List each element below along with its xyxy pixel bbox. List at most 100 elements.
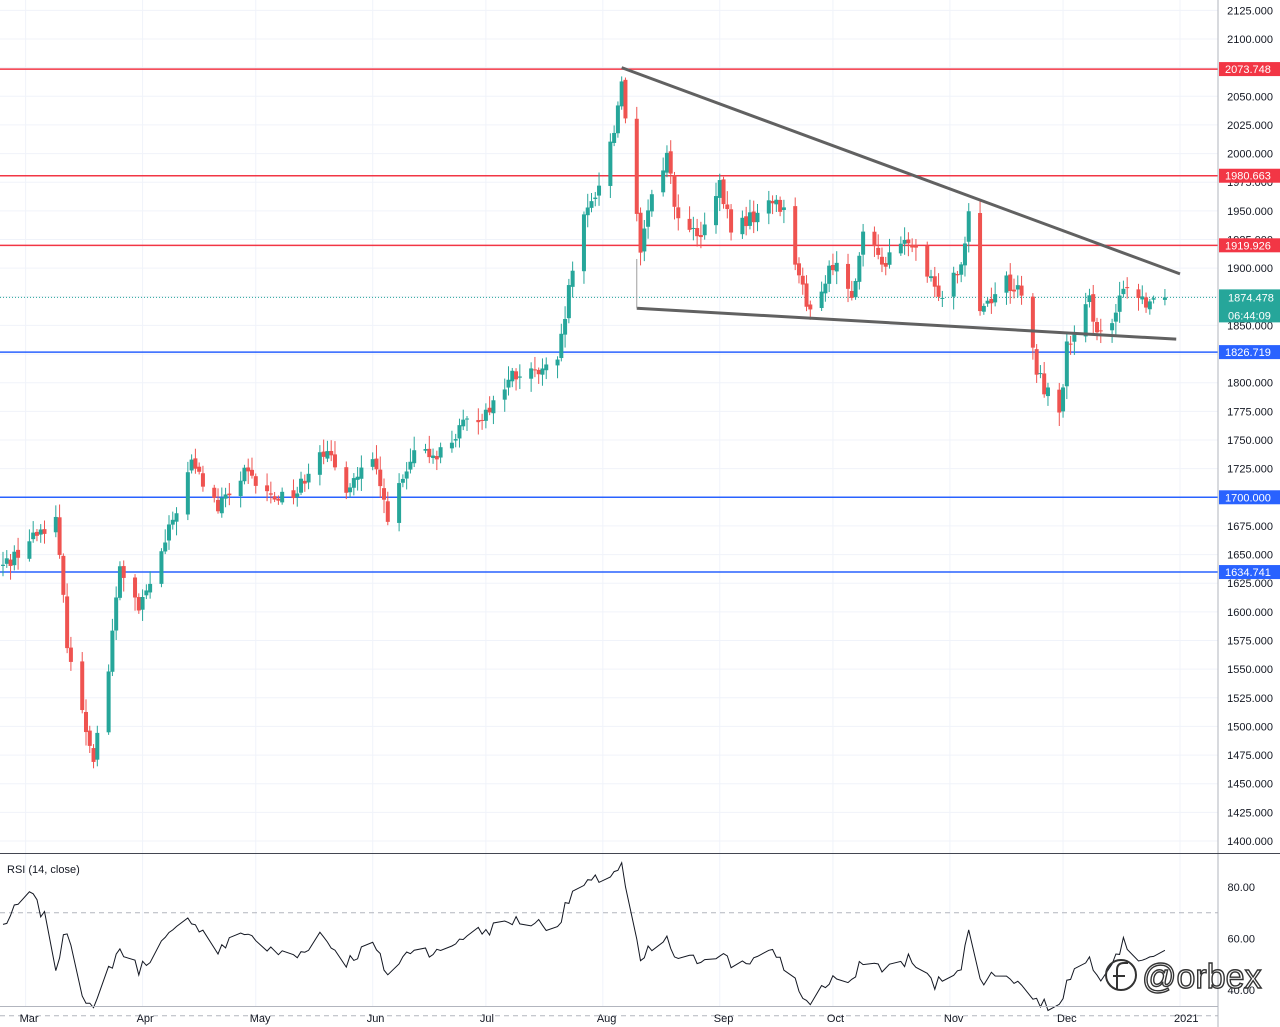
candle-body [932,276,937,287]
level-price-label: 1826.719 [1225,347,1271,359]
candle [1113,304,1118,335]
candle [265,473,270,502]
candle-body [1015,285,1020,290]
candle-body [163,542,168,552]
candle-body [87,730,92,746]
candle-body [397,483,402,523]
candle-body [12,551,17,566]
candle-body [849,290,854,298]
trendline [621,66,1181,276]
candle-body [189,459,194,471]
candle [808,300,813,320]
candle [796,257,801,284]
candle-body [457,425,462,439]
candle [1008,263,1013,304]
candle [385,491,390,526]
candle [925,241,930,283]
candle-body [989,298,994,304]
candle [853,278,858,300]
candle-body [770,200,775,204]
candle-body [800,275,805,285]
candle [898,236,903,256]
candle-body [514,371,519,380]
candle-body [185,472,190,515]
candle [344,461,349,500]
candle-body [1004,275,1009,293]
candle-body [559,333,564,359]
candle [910,238,915,253]
candle-body [853,280,858,298]
candle-body [1140,296,1145,300]
candle [770,195,775,215]
candle [536,367,541,384]
candle [1162,289,1167,306]
candle [623,77,628,124]
month-tick-label: Jul [480,1013,494,1025]
price-tick-label: 1475.000 [1227,750,1273,762]
candle-body [804,283,809,307]
candle-body [827,265,832,284]
candle [34,528,39,542]
candle-body [661,170,666,193]
month-tick-label: Mar [20,1013,39,1025]
price-tick-label: 1650.000 [1227,550,1273,562]
candle [438,442,443,464]
candle [510,367,515,388]
candle-body [929,276,934,279]
candle-body [793,206,798,265]
candle [1117,281,1122,323]
candle [87,725,92,754]
candle [423,443,428,454]
candle-body [672,175,677,207]
candle-body [65,596,70,649]
candle-body [925,245,930,277]
candle [242,464,247,485]
candle-body [351,478,356,488]
candle [400,474,405,488]
candle-body [382,488,387,500]
candle [427,435,432,464]
price-tick-label: 1775.000 [1227,406,1273,418]
candle [374,445,379,475]
candle-body [359,467,364,479]
candle-body [830,264,835,271]
candle [800,267,805,295]
candle-body [355,476,360,480]
level-price-label: 1919.926 [1225,240,1271,252]
candle [827,260,832,293]
candle-body [223,494,228,499]
candle [615,101,620,138]
candle-body [491,400,496,414]
candle [517,364,522,390]
level-price-label: 1700.000 [1225,492,1271,504]
candle [348,483,353,498]
candle [227,483,232,506]
candle-body [1087,295,1092,303]
candle [434,450,439,471]
candle-body [781,207,786,210]
candle [593,191,598,207]
candle [985,297,990,307]
candle [140,589,145,621]
candle-body [1095,322,1100,333]
price-tick-label: 2050.000 [1227,91,1273,103]
candle [317,445,322,486]
candle-body [197,466,202,472]
candle-body [1030,296,1035,348]
candle-body [61,555,66,595]
candle [695,218,700,247]
candle-body [227,493,232,496]
price-tick-label: 1900.000 [1227,263,1273,275]
candle-body [253,476,258,486]
candle [849,280,854,301]
candle [57,504,62,559]
candle-body [876,247,881,255]
month-tick-label: Nov [944,1013,964,1025]
candle-body [959,264,964,275]
candle-body [796,263,801,276]
candle [608,133,613,198]
orbex-logo-icon [1105,959,1137,991]
price-tick-label: 1400.000 [1227,836,1273,848]
candle-body [121,566,126,578]
candle-body [438,447,443,458]
